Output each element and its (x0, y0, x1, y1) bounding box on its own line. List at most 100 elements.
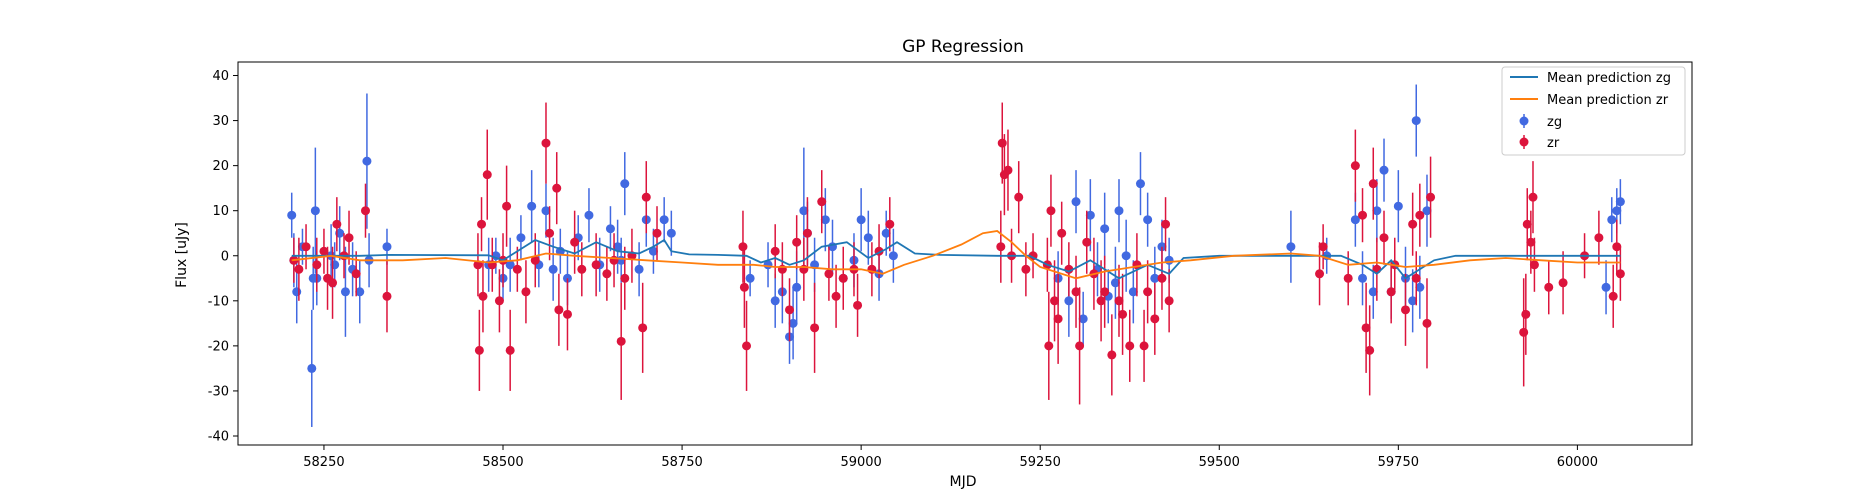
x-tick-label-58250: 58250 (303, 455, 344, 470)
point-zr-17 (482, 170, 492, 180)
point-zr-41 (652, 228, 662, 238)
point-zg-4 (307, 363, 317, 373)
x-tick-label-60000: 60000 (1557, 455, 1598, 470)
chart-title: GP Regression (902, 37, 1024, 57)
point-zg-39 (666, 228, 676, 238)
point-zr-36 (616, 336, 626, 346)
point-zr-6 (328, 278, 338, 288)
series-zr (289, 102, 1625, 405)
legend-label-zr-line: Mean prediction zr (1547, 93, 1669, 108)
point-zr-70 (1044, 341, 1054, 351)
x-tick-label-58750: 58750 (661, 455, 702, 470)
point-zg-58 (888, 251, 898, 261)
point-zr-77 (1075, 341, 1085, 351)
point-zr-44 (742, 341, 752, 351)
point-zg-78 (1350, 215, 1360, 225)
x-tick-label-59000: 59000 (840, 455, 881, 470)
point-zg-22 (527, 201, 537, 211)
point-zr-109 (1422, 318, 1432, 328)
point-zr-121 (1608, 291, 1618, 301)
point-zg-0 (287, 210, 297, 220)
point-zr-98 (1361, 323, 1371, 333)
point-zg-45 (788, 318, 798, 328)
point-zg-62 (1078, 314, 1088, 324)
point-zg-13 (355, 287, 365, 297)
point-zr-87 (1139, 341, 1149, 351)
point-zr-21 (502, 201, 512, 211)
point-zg-11 (340, 287, 350, 297)
point-zg-75 (1164, 255, 1174, 265)
plot-inner (287, 84, 1625, 427)
point-zr-110 (1426, 192, 1436, 202)
x-tick-label-59250: 59250 (1020, 455, 1061, 470)
point-zg-67 (1110, 278, 1120, 288)
point-zr-29 (554, 305, 564, 315)
point-zg-82 (1379, 165, 1389, 175)
point-zr-62 (997, 138, 1007, 148)
point-zr-15 (477, 219, 487, 229)
point-zr-116 (1529, 260, 1539, 270)
y-tick-label-40: 40 (212, 69, 229, 84)
point-zg-16 (382, 242, 392, 252)
legend-swatch-zr-marker (1519, 137, 1529, 147)
point-zr-50 (802, 228, 812, 238)
point-zr-103 (1386, 287, 1396, 297)
point-zr-117 (1544, 282, 1554, 292)
point-zr-12 (382, 291, 392, 301)
point-zr-39 (638, 323, 648, 333)
point-zg-87 (1411, 116, 1421, 126)
point-zr-30 (562, 309, 572, 319)
point-zr-54 (831, 291, 841, 301)
point-zr-102 (1379, 233, 1389, 243)
point-zr-96 (1350, 161, 1360, 171)
y-tick-label--20: -20 (208, 339, 229, 354)
point-zg-91 (1607, 215, 1617, 225)
y-tick-label--30: -30 (208, 384, 229, 399)
point-zg-61 (1071, 197, 1081, 207)
legend-label-zg: zg (1547, 115, 1562, 130)
point-zr-43 (739, 282, 749, 292)
legend-swatch-zg-marker (1519, 116, 1529, 126)
point-zr-74 (1057, 228, 1067, 238)
point-zg-35 (634, 264, 644, 274)
point-zg-20 (505, 260, 515, 270)
point-zr-40 (641, 192, 651, 202)
x-tick-label-59500: 59500 (1199, 455, 1240, 470)
point-zg-40 (745, 273, 755, 283)
point-zr-108 (1415, 210, 1425, 220)
point-zr-81 (1100, 287, 1110, 297)
point-zr-105 (1400, 305, 1410, 315)
point-zr-89 (1150, 314, 1160, 324)
point-zg-60 (1064, 296, 1074, 306)
point-zr-84 (1118, 309, 1128, 319)
point-zg-93 (1615, 197, 1625, 207)
point-zr-71 (1046, 206, 1056, 216)
point-zr-99 (1365, 345, 1375, 355)
point-zr-120 (1594, 233, 1604, 243)
point-zr-92 (1164, 296, 1174, 306)
point-zg-29 (584, 210, 594, 220)
point-zg-47 (799, 206, 809, 216)
point-zg-31 (605, 224, 615, 234)
legend: Mean prediction zg Mean prediction zr zg… (1501, 66, 1686, 156)
point-zr-51 (810, 323, 820, 333)
point-zg-50 (820, 215, 830, 225)
point-zr-42 (738, 242, 748, 252)
point-zr-23 (512, 264, 522, 274)
point-zr-25 (530, 255, 540, 265)
point-zr-2 (301, 242, 311, 252)
point-zr-78 (1082, 237, 1092, 247)
point-zr-93 (1315, 269, 1325, 279)
point-zg-21 (516, 233, 526, 243)
point-zr-97 (1358, 210, 1368, 220)
point-zr-34 (602, 269, 612, 279)
y-tick-label-0: 0 (221, 249, 229, 264)
point-zg-9 (330, 260, 340, 270)
point-zr-122 (1612, 242, 1622, 252)
point-zr-91 (1161, 219, 1171, 229)
point-zr-55 (838, 273, 848, 283)
x-tick-label-59750: 59750 (1378, 455, 1419, 470)
axes: 58250 58500 58750 59000 59250 59500 59750 60000… (208, 61, 1693, 470)
point-zr-118 (1558, 278, 1568, 288)
point-zr-100 (1368, 179, 1378, 189)
